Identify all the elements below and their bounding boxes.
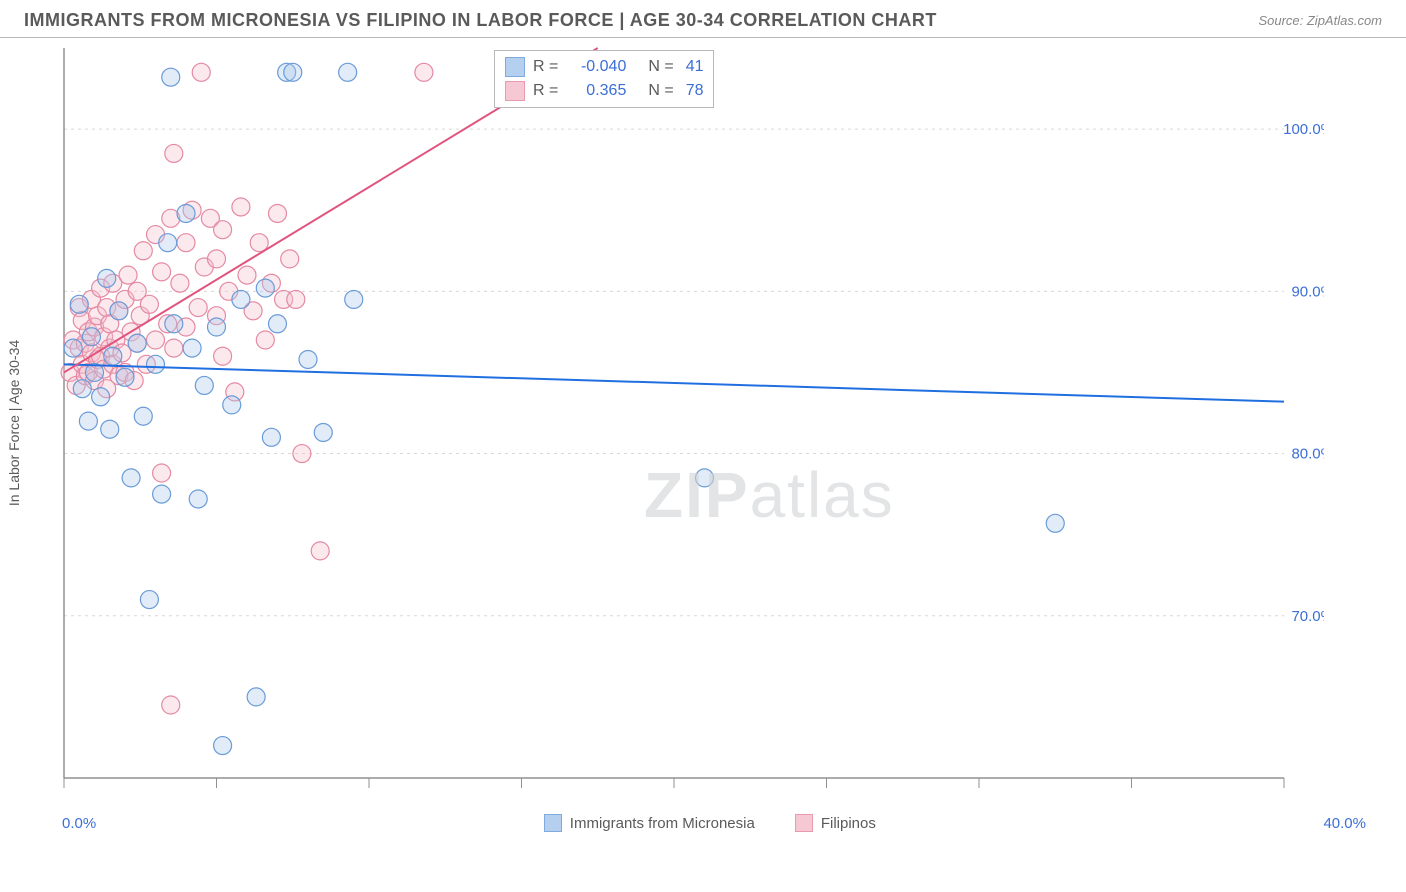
bottom-legend-item-micronesia: Immigrants from Micronesia (544, 814, 755, 832)
data-point-filipinos (189, 299, 207, 317)
data-point-filipinos (287, 290, 305, 308)
legend-row-filipinos: R = 0.365 N = 78 (505, 79, 703, 103)
y-tick-label: 90.0% (1291, 283, 1324, 300)
legend-r-value: 0.365 (566, 79, 626, 103)
data-point-filipinos (153, 464, 171, 482)
series-legend: Immigrants from Micronesia Filipinos (544, 814, 876, 832)
data-point-filipinos (177, 234, 195, 252)
data-point-filipinos (311, 542, 329, 560)
data-point-micronesia (214, 737, 232, 755)
data-point-micronesia (1046, 514, 1064, 532)
y-axis-label: In Labor Force | Age 30-34 (6, 340, 22, 506)
data-point-micronesia (165, 315, 183, 333)
x-axis-min-label: 0.0% (62, 815, 96, 832)
data-point-micronesia (92, 388, 110, 406)
legend-swatch (505, 81, 525, 101)
legend-n-value: 41 (686, 55, 704, 79)
data-point-filipinos (256, 331, 274, 349)
data-point-micronesia (284, 63, 302, 81)
data-point-micronesia (223, 396, 241, 414)
data-point-micronesia (162, 68, 180, 86)
legend-r-value: -0.040 (566, 55, 626, 79)
legend-r-label: R = (533, 55, 558, 79)
bottom-legend-label: Filipinos (821, 815, 876, 832)
data-point-filipinos (153, 263, 171, 281)
legend-n-label: N = (648, 55, 673, 79)
bottom-legend-label: Immigrants from Micronesia (570, 815, 755, 832)
data-point-micronesia (208, 318, 226, 336)
y-tick-label: 100.0% (1283, 121, 1324, 138)
data-point-micronesia (98, 269, 116, 287)
y-tick-label: 70.0% (1291, 608, 1324, 625)
scatter-plot-svg: 70.0% 80.0% 90.0% 100.0% (24, 38, 1324, 808)
data-point-micronesia (256, 279, 274, 297)
chart-title: IMMIGRANTS FROM MICRONESIA VS FILIPINO I… (24, 10, 937, 31)
data-point-micronesia (128, 334, 146, 352)
data-point-filipinos (140, 295, 158, 313)
data-point-micronesia (696, 469, 714, 487)
legend-swatch (795, 814, 813, 832)
data-point-filipinos (214, 221, 232, 239)
correlation-legend: R = -0.040 N = 41 R = 0.365 N = 78 (494, 50, 714, 108)
data-point-filipinos (214, 347, 232, 365)
x-axis-row: 0.0% Immigrants from Micronesia Filipinos… (0, 808, 1406, 832)
data-point-filipinos (165, 144, 183, 162)
data-point-micronesia (269, 315, 287, 333)
data-point-micronesia (247, 688, 265, 706)
data-point-micronesia (110, 302, 128, 320)
data-point-filipinos (147, 331, 165, 349)
trend-line-micronesia (64, 364, 1284, 401)
chart-area: In Labor Force | Age 30-34 70.0%80.0%90.… (24, 38, 1382, 808)
data-point-micronesia (64, 339, 82, 357)
data-point-filipinos (281, 250, 299, 268)
legend-swatch (505, 57, 525, 77)
data-point-micronesia (232, 290, 250, 308)
data-point-filipinos (171, 274, 189, 292)
data-point-filipinos (119, 266, 137, 284)
data-point-filipinos (269, 204, 287, 222)
data-point-filipinos (165, 339, 183, 357)
chart-header: IMMIGRANTS FROM MICRONESIA VS FILIPINO I… (0, 0, 1406, 38)
data-point-micronesia (104, 347, 122, 365)
data-point-micronesia (183, 339, 201, 357)
data-point-filipinos (208, 250, 226, 268)
data-point-micronesia (140, 591, 158, 609)
legend-r-label: R = (533, 79, 558, 103)
data-point-filipinos (238, 266, 256, 284)
data-point-micronesia (189, 490, 207, 508)
data-point-micronesia (339, 63, 357, 81)
data-point-micronesia (79, 412, 97, 430)
data-point-filipinos (192, 63, 210, 81)
legend-row-micronesia: R = -0.040 N = 41 (505, 55, 703, 79)
data-point-filipinos (415, 63, 433, 81)
data-point-micronesia (82, 328, 100, 346)
data-point-filipinos (162, 696, 180, 714)
bottom-legend-item-filipinos: Filipinos (795, 814, 876, 832)
data-point-micronesia (147, 355, 165, 373)
data-point-filipinos (134, 242, 152, 260)
y-tick-label: 80.0% (1291, 446, 1324, 463)
data-point-micronesia (262, 428, 280, 446)
data-point-filipinos (293, 445, 311, 463)
data-point-micronesia (299, 350, 317, 368)
data-point-micronesia (159, 234, 177, 252)
legend-n-label: N = (648, 79, 673, 103)
data-point-micronesia (73, 380, 91, 398)
data-point-micronesia (122, 469, 140, 487)
data-point-micronesia (314, 423, 332, 441)
legend-swatch (544, 814, 562, 832)
data-point-micronesia (177, 204, 195, 222)
chart-source: Source: ZipAtlas.com (1258, 13, 1382, 28)
data-point-micronesia (134, 407, 152, 425)
x-axis-max-label: 40.0% (1323, 815, 1366, 832)
legend-n-value: 78 (686, 79, 704, 103)
data-point-micronesia (195, 376, 213, 394)
data-point-micronesia (116, 368, 134, 386)
data-point-micronesia (345, 290, 363, 308)
data-point-filipinos (232, 198, 250, 216)
data-point-micronesia (153, 485, 171, 503)
data-point-micronesia (101, 420, 119, 438)
data-point-micronesia (70, 295, 88, 313)
